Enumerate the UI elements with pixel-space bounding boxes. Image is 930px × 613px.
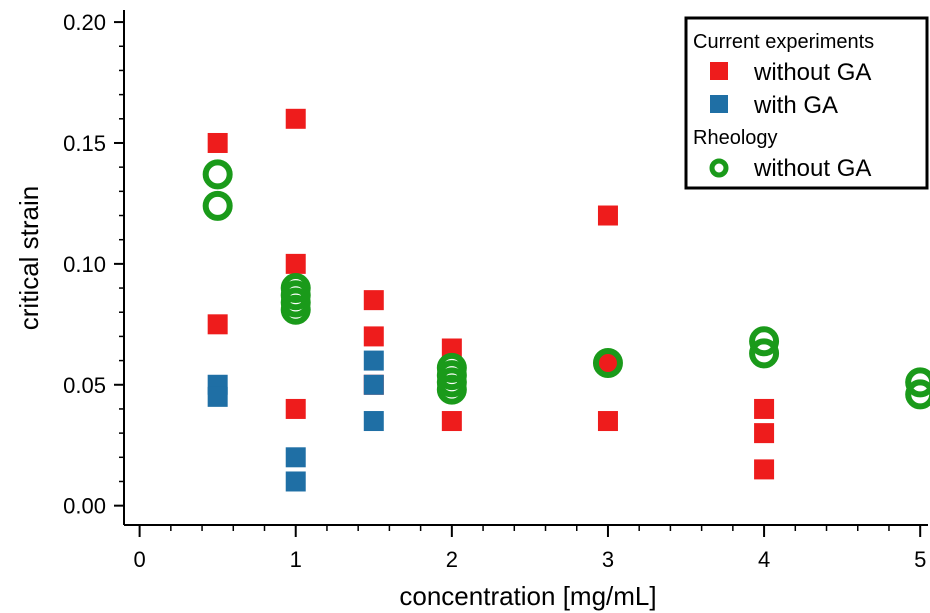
data-point-ring-series-2 bbox=[749, 338, 780, 369]
y-tick-label: 0.20 bbox=[63, 10, 106, 35]
data-point-square-series-0 bbox=[285, 253, 306, 274]
data-point-square-series-1 bbox=[207, 386, 228, 407]
legend: Current experiments without GA with GA R… bbox=[684, 16, 929, 190]
data-point-square-series-1 bbox=[363, 411, 384, 432]
data-point-ring-series-2 bbox=[280, 294, 311, 325]
data-point-square-series-0 bbox=[285, 398, 306, 419]
data-point-square-series-0 bbox=[441, 338, 462, 359]
data-point-square-series-1 bbox=[363, 374, 384, 395]
legend-marker-red-square bbox=[710, 62, 728, 80]
legend-group-title-rheology: Rheology bbox=[693, 127, 778, 149]
data-point-ring-series-2 bbox=[202, 159, 233, 190]
data-point-square-series-0 bbox=[207, 132, 228, 153]
data-point-square-series-0 bbox=[597, 411, 618, 432]
x-tick-label: 1 bbox=[290, 547, 302, 572]
data-point-square-series-1 bbox=[285, 471, 306, 492]
y-tick-label: 0.15 bbox=[63, 131, 106, 156]
x-tick-label: 3 bbox=[602, 547, 614, 572]
data-point-square-series-0 bbox=[754, 459, 775, 480]
legend-marker-green-ring bbox=[709, 158, 729, 178]
y-tick-label: 0.00 bbox=[63, 494, 106, 519]
data-point-ring-series-2 bbox=[905, 379, 930, 410]
data-point-ring-series-2 bbox=[749, 326, 780, 357]
data-point-square-series-0 bbox=[285, 108, 306, 129]
data-point-square-series-0 bbox=[441, 411, 462, 432]
data-point-square-series-0 bbox=[754, 423, 775, 444]
data-point-square-series-0 bbox=[597, 205, 618, 226]
data-point-square-series-0 bbox=[363, 326, 384, 347]
axes: 0.00 0.05 0.10 0.15 0.20 0 1 2 3 4 5 bbox=[63, 10, 928, 572]
data-point-ring-series-2 bbox=[905, 367, 930, 398]
legend-label-with-ga: with GA bbox=[753, 92, 838, 119]
data-point-square-series-0 bbox=[597, 353, 618, 374]
data-point-ring-series-2 bbox=[592, 348, 623, 379]
x-tick-label: 2 bbox=[446, 547, 458, 572]
data-point-square-series-0 bbox=[754, 398, 775, 419]
data-point-square-series-1 bbox=[363, 350, 384, 371]
data-point-square-series-1 bbox=[285, 447, 306, 468]
legend-label-without-ga: without GA bbox=[753, 59, 871, 86]
x-axis-title: concentration [mg/mL] bbox=[399, 581, 656, 611]
x-tick-label: 4 bbox=[758, 547, 770, 572]
legend-label-rheology-without-ga: without GA bbox=[753, 155, 871, 182]
x-tick-label: 5 bbox=[914, 547, 926, 572]
data-point-ring-series-2 bbox=[436, 374, 467, 405]
data-point-square-series-0 bbox=[207, 314, 228, 335]
data-point-square-series-0 bbox=[363, 290, 384, 311]
y-tick-label: 0.05 bbox=[63, 373, 106, 398]
x-tick-label: 0 bbox=[133, 547, 145, 572]
y-tick-label: 0.10 bbox=[63, 252, 106, 277]
legend-group-title-current: Current experiments bbox=[693, 31, 874, 53]
data-point-ring-series-2 bbox=[202, 190, 233, 221]
data-points bbox=[202, 108, 930, 492]
legend-marker-blue-square bbox=[710, 95, 728, 113]
y-axis-title: critical strain bbox=[14, 186, 44, 330]
